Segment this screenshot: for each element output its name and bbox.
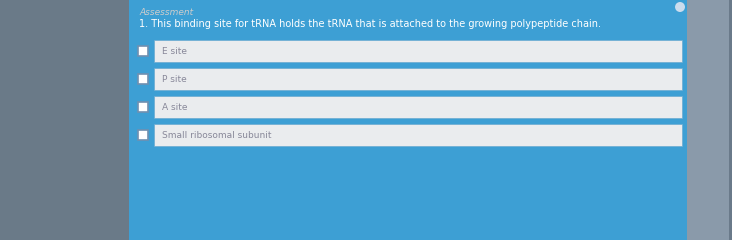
Text: Assessment: Assessment — [139, 8, 193, 17]
Bar — [154, 40, 682, 62]
Text: Small ribosomal subunit: Small ribosomal subunit — [163, 131, 272, 139]
Bar — [154, 124, 682, 146]
Bar — [138, 102, 149, 112]
Text: A site: A site — [163, 102, 188, 112]
Bar — [154, 68, 682, 90]
Bar — [154, 96, 682, 118]
Text: P site: P site — [163, 74, 187, 84]
Bar — [687, 0, 729, 240]
Bar — [138, 130, 149, 140]
Bar — [138, 74, 149, 84]
Bar — [130, 0, 687, 240]
Text: E site: E site — [163, 47, 187, 55]
Bar — [0, 0, 130, 240]
Text: 1. This binding site for tRNA holds the tRNA that is attached to the growing pol: 1. This binding site for tRNA holds the … — [139, 19, 602, 29]
Bar — [138, 46, 149, 56]
Circle shape — [675, 2, 685, 12]
